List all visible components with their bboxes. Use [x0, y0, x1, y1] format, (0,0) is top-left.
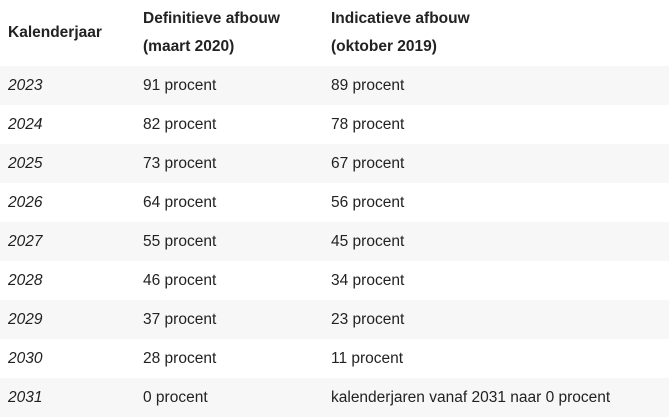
- cell-indicatieve-afbouw: 78 procent: [323, 105, 669, 144]
- cell-definitieve-afbouw: 46 procent: [135, 261, 323, 300]
- cell-kalenderjaar: 2029: [0, 300, 135, 339]
- cell-definitieve-afbouw: 73 procent: [135, 144, 323, 183]
- cell-kalenderjaar: 2031: [0, 378, 135, 417]
- table-row: 2029 37 procent 23 procent: [0, 300, 669, 339]
- cell-definitieve-afbouw: 0 procent: [135, 378, 323, 417]
- table-row: 2031 0 procent kalenderjaren vanaf 2031 na…: [0, 378, 669, 417]
- cell-definitieve-afbouw: 37 procent: [135, 300, 323, 339]
- cell-kalenderjaar: 2027: [0, 222, 135, 261]
- cell-indicatieve-afbouw: 67 procent: [323, 144, 669, 183]
- cell-indicatieve-afbouw: 34 procent: [323, 261, 669, 300]
- table-row: 2023 91 procent 89 procent: [0, 66, 669, 105]
- header-indicatieve-line2: (oktober 2019): [331, 38, 437, 55]
- cell-indicatieve-afbouw: 45 procent: [323, 222, 669, 261]
- cell-definitieve-afbouw: 91 procent: [135, 66, 323, 105]
- cell-kalenderjaar: 2028: [0, 261, 135, 300]
- cell-indicatieve-afbouw: 89 procent: [323, 66, 669, 105]
- cell-definitieve-afbouw: 28 procent: [135, 339, 323, 378]
- table-row: 2026 64 procent 56 procent: [0, 183, 669, 222]
- table-row: 2028 46 procent 34 procent: [0, 261, 669, 300]
- header-indicatieve-line1: Indicatieve afbouw: [331, 10, 470, 27]
- table-row: 2030 28 procent 11 procent: [0, 339, 669, 378]
- header-kalenderjaar-label: Kalenderjaar: [8, 24, 102, 41]
- table-row: 2027 55 procent 45 procent: [0, 222, 669, 261]
- table-header: Kalenderjaar Definitieve afbouw (maart 2…: [0, 0, 669, 66]
- header-definitieve-afbouw: Definitieve afbouw (maart 2020): [135, 0, 323, 66]
- header-definitieve-line1: Definitieve afbouw: [143, 10, 280, 27]
- cell-definitieve-afbouw: 82 procent: [135, 105, 323, 144]
- header-definitieve-line2: (maart 2020): [143, 38, 235, 55]
- header-kalenderjaar: Kalenderjaar: [0, 0, 135, 66]
- header-indicatieve-afbouw: Indicatieve afbouw (oktober 2019): [323, 0, 669, 66]
- cell-kalenderjaar: 2023: [0, 66, 135, 105]
- table-body: 2023 91 procent 89 procent 2024 82 procent 78…: [0, 66, 669, 417]
- cell-kalenderjaar: 2024: [0, 105, 135, 144]
- cell-kalenderjaar: 2030: [0, 339, 135, 378]
- cell-indicatieve-afbouw: kalenderjaren vanaf 2031 naar 0 procent: [323, 378, 669, 417]
- table-row: 2024 82 procent 78 procent: [0, 105, 669, 144]
- cell-indicatieve-afbouw: 11 procent: [323, 339, 669, 378]
- cell-definitieve-afbouw: 64 procent: [135, 183, 323, 222]
- table-row: 2025 73 procent 67 procent: [0, 144, 669, 183]
- cell-kalenderjaar: 2025: [0, 144, 135, 183]
- cell-indicatieve-afbouw: 56 procent: [323, 183, 669, 222]
- cell-definitieve-afbouw: 55 procent: [135, 222, 323, 261]
- cell-indicatieve-afbouw: 23 procent: [323, 300, 669, 339]
- header-row: Kalenderjaar Definitieve afbouw (maart 2…: [0, 0, 669, 66]
- cell-kalenderjaar: 2026: [0, 183, 135, 222]
